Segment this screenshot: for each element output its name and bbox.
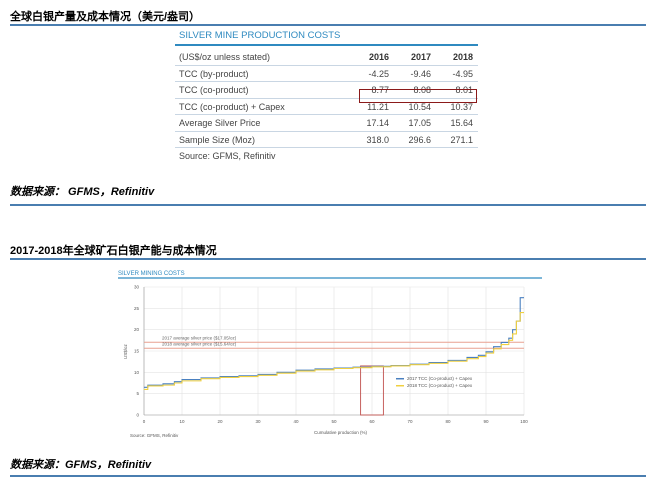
- x-tick-label: 70: [407, 419, 413, 424]
- cell-2016: 8.77: [371, 85, 389, 95]
- y-tick-label: 25: [134, 306, 140, 311]
- y-ticks: 0 5 10 15 20 25 30: [134, 285, 140, 418]
- legend-entry: 2017 TCC (Co-product) + Capex: [407, 376, 473, 381]
- chart-title: SILVER MINING COSTS: [118, 271, 185, 277]
- header-2017: 2017: [410, 52, 431, 62]
- x-tick-label: 20: [217, 419, 223, 424]
- y-axis-label: US$/oz: [123, 343, 128, 359]
- cell-2017: -9.46: [410, 68, 431, 79]
- source-note-1: 数据来源： GFMS，Refinitiv: [10, 186, 155, 198]
- section-title-costs-curve: 2017-2018年全球矿石白银产能与成本情况: [10, 245, 217, 257]
- cell-2018: 8.01: [455, 85, 473, 95]
- table-row: Sample Size (Moz) 318.0 296.6 271.1: [175, 132, 478, 148]
- y-tick-label: 30: [134, 285, 140, 290]
- header-2016: 2016: [368, 52, 389, 62]
- table-source: Source: GFMS, Refinitiv: [179, 151, 276, 161]
- x-tick-label: 40: [293, 419, 299, 424]
- table-title: SILVER MINE PRODUCTION COSTS: [179, 30, 341, 41]
- section-rule-mid: [10, 204, 646, 206]
- table-header-row: (US$/oz unless stated) 2016 2017 2018: [175, 49, 478, 66]
- highlight-box-co-product: [359, 89, 477, 103]
- x-tick-label: 100: [520, 419, 528, 424]
- header-unit: (US$/oz unless stated): [179, 52, 271, 62]
- table-row: TCC (by-product) -4.25 -9.46 -4.95: [175, 66, 478, 82]
- avg-price-label: 2018 average silver price ($15.64/oz): [162, 341, 237, 346]
- row-label: Average Silver Price: [179, 118, 261, 128]
- chart-grid: [143, 286, 525, 416]
- row-label: TCC (co-product): [179, 85, 249, 95]
- avg-price-label: 2017 average silver price ($17.05/oz): [162, 335, 237, 340]
- chart-source: Source: GFMS, Refinitiv: [130, 433, 179, 438]
- cell-2016: 17.14: [366, 118, 389, 128]
- cell-2016: 318.0: [366, 134, 389, 145]
- x-tick-label: 0: [143, 419, 146, 424]
- y-tick-label: 20: [134, 327, 140, 332]
- cell-2017: 10.54: [408, 101, 431, 112]
- row-label: Sample Size (Moz): [179, 134, 256, 145]
- y-tick-label: 5: [136, 391, 139, 396]
- section-rule-chart: [10, 258, 646, 260]
- source-note-2: 数据来源：GFMS，Refinitiv: [10, 459, 152, 471]
- section-rule-bottom: [10, 475, 646, 477]
- cell-2018: 10.37: [450, 101, 473, 112]
- section-title-production: 全球白银产量及成本情况（美元/盎司）: [10, 11, 201, 23]
- x-tick-label: 60: [369, 419, 375, 424]
- table-row: Average Silver Price 17.14 17.05 15.64: [175, 115, 478, 132]
- cell-2017: 8.08: [413, 85, 431, 95]
- legend-entry: 2018 TCC (Co-product) + Capex: [407, 383, 473, 388]
- row-label: TCC (co-product) + Capex: [179, 101, 285, 112]
- reference-lines: 2017 average silver price ($17.05/oz)201…: [144, 335, 524, 416]
- y-tick-label: 10: [134, 370, 140, 375]
- chart-svg: SILVER MINING COSTS 0 5 10 15 20 25 30 0 10 20 30…: [118, 271, 542, 438]
- cell-2017: 296.6: [408, 134, 431, 145]
- x-tick-label: 80: [445, 419, 451, 424]
- cell-2016: 11.21: [367, 101, 389, 112]
- x-tick-label: 30: [255, 419, 261, 424]
- series-line: [144, 312, 524, 390]
- cell-2018: 15.64: [450, 118, 473, 128]
- silver-mining-costs-chart: SILVER MINING COSTS 0 5 10 15 20 25 30 0 10 20 30…: [114, 268, 544, 440]
- cell-2016: -4.25: [368, 68, 389, 79]
- table-row: TCC (co-product) 8.77 8.08 8.01: [175, 82, 478, 99]
- production-costs-table: SILVER MINE PRODUCTION COSTS (US$/oz unl…: [175, 29, 478, 165]
- x-tick-label: 50: [331, 419, 337, 424]
- cell-2017: 17.05: [408, 118, 431, 128]
- header-2018: 2018: [452, 52, 473, 62]
- y-tick-label: 15: [134, 349, 140, 354]
- series-lines: [144, 297, 524, 390]
- table-title-rule: [175, 44, 478, 46]
- x-axis-label: Cumulative production (%): [314, 430, 368, 435]
- x-tick-label: 90: [483, 419, 489, 424]
- table-row: TCC (co-product) + Capex 11.21 10.54 10.…: [175, 99, 478, 115]
- table-source-row: Source: GFMS, Refinitiv: [175, 148, 478, 165]
- chart-legend: 2017 TCC (Co-product) + Capex 2018 TCC (C…: [396, 376, 473, 388]
- x-tick-label: 10: [179, 419, 185, 424]
- cell-2018: 271.1: [450, 134, 473, 145]
- row-label: TCC (by-product): [179, 68, 249, 79]
- y-tick-label: 0: [136, 413, 139, 418]
- x-ticks: 0 10 20 30 40 50 60 70 80 90 100: [143, 419, 529, 424]
- section-rule-top: [10, 24, 646, 26]
- cell-2018: -4.95: [452, 68, 473, 79]
